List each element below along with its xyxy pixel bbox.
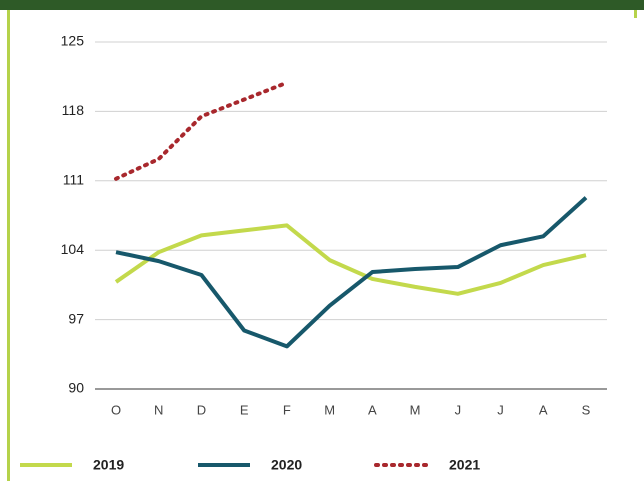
x-tick-label: D <box>197 402 206 417</box>
right-border <box>634 10 637 18</box>
legend-label: 2020 <box>271 457 302 473</box>
x-tick-label: N <box>154 402 163 417</box>
x-tick-label: E <box>240 402 249 417</box>
legend-label: 2019 <box>93 457 124 473</box>
left-border <box>7 10 10 481</box>
x-tick-label: A <box>368 402 377 417</box>
y-tick-label: 104 <box>61 241 85 257</box>
x-tick-label: O <box>111 402 121 417</box>
y-tick-label: 111 <box>63 172 84 188</box>
x-tick-label: M <box>410 402 421 417</box>
series-line <box>114 80 289 181</box>
x-tick-label: S <box>582 402 591 417</box>
x-tick-label: J <box>497 402 504 417</box>
x-tick-label: J <box>455 402 462 417</box>
x-tick-label: A <box>539 402 548 417</box>
y-tick-label: 118 <box>62 102 85 118</box>
y-tick-label: 90 <box>68 380 84 396</box>
header-bar <box>0 0 644 10</box>
y-tick-label: 97 <box>68 310 84 326</box>
legend-label: 2021 <box>449 457 480 473</box>
y-tick-label: 125 <box>61 33 85 49</box>
series-line <box>114 223 587 296</box>
series-line <box>115 196 588 349</box>
x-tick-label: F <box>283 402 291 417</box>
x-tick-label: M <box>324 402 335 417</box>
